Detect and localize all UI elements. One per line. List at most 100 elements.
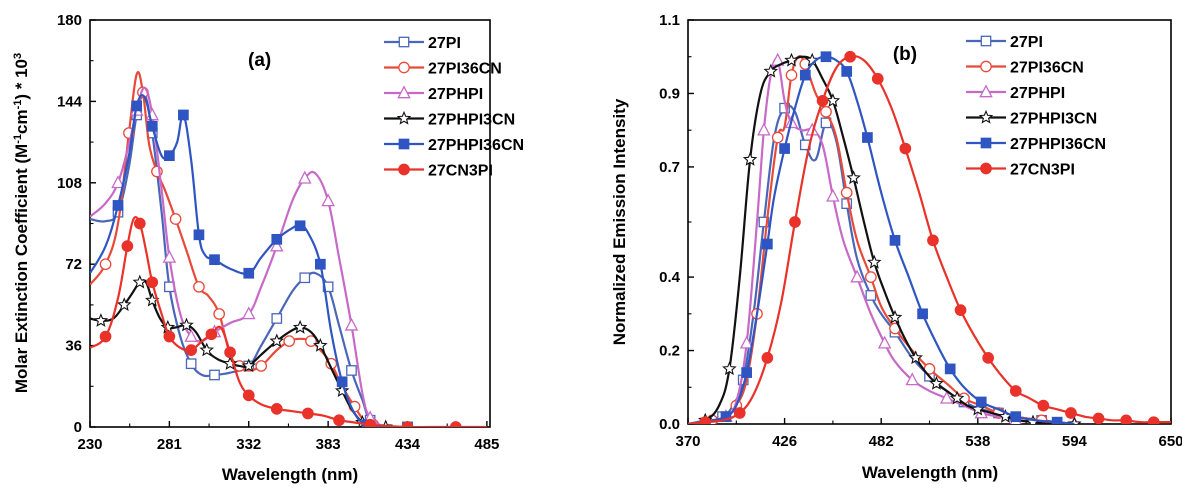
a-point-27cn3pi <box>449 421 462 427</box>
a-point-27cn3pi <box>185 344 198 356</box>
b-legend-label-27cn3pi: 27CN3PI <box>1010 162 1075 179</box>
a-point-27phpi36cn <box>243 267 255 279</box>
b-point-27phpi <box>757 122 771 136</box>
a-point-27phpi36cn <box>209 254 220 266</box>
a-point-27pi36cn <box>255 360 268 372</box>
a-point-27cn3pi <box>99 330 112 343</box>
a-point-27cn3pi <box>302 407 314 420</box>
b-point-27cn3pi <box>1120 414 1132 424</box>
a-point-27phpi3cn <box>269 333 285 348</box>
b-legend-marker-27pi36cn <box>980 60 992 73</box>
a-point-27phpi <box>162 249 177 263</box>
a-point-27pi <box>346 365 357 376</box>
a-point-27phpi36cn <box>193 229 205 241</box>
a-point-27pi <box>185 358 197 370</box>
a-point-27phpi36cn <box>178 109 189 121</box>
b-point-27cn3pi <box>1092 412 1105 424</box>
a-point-27cn3pi <box>333 414 345 427</box>
a-ytick-label: 108 <box>57 175 82 192</box>
b-point-27cn3pi <box>954 304 967 316</box>
b-point-27phpi36cn <box>841 66 853 77</box>
a-point-27phpi <box>269 238 284 252</box>
b-point-27pi <box>865 290 877 301</box>
a-xtick-label: 485 <box>474 436 499 453</box>
a-point-27cn3pi <box>242 389 255 402</box>
b-point-27phpi <box>877 335 892 349</box>
panel-b-label: (b) <box>893 44 917 65</box>
b-legend-marker-27cn3pi <box>980 162 992 175</box>
b-point-27cn3pi <box>899 142 912 155</box>
a-point-27phpi36cn <box>294 220 306 232</box>
a-point-27phpi <box>344 317 359 331</box>
b-point-27cn3pi <box>1009 385 1022 397</box>
b-point-27phpi3cn <box>1067 416 1082 424</box>
a-ytick-label: 0 <box>74 419 82 436</box>
b-series-line-27phpi <box>688 57 1075 424</box>
b-point-27phpi36cn <box>1051 416 1063 424</box>
a-point-27phpi36cn <box>112 200 124 211</box>
a-legend-marker-27cn3pi <box>398 163 410 176</box>
a-legend-label-27cn3pi: 27CN3PI <box>428 163 493 180</box>
b-ytick-label: 0.4 <box>659 269 681 286</box>
a-point-27phpi36cn <box>146 120 158 132</box>
panel-a-frame <box>89 19 491 428</box>
a-point-27phpi <box>321 193 335 207</box>
b-point-27phpi36cn <box>917 308 928 320</box>
a-point-27phpi3cn <box>93 313 109 327</box>
panel-a-series <box>90 71 487 427</box>
a-point-27phpi <box>184 328 198 342</box>
a-point-27phpi3cn <box>292 319 308 334</box>
b-point-27cn3pi <box>789 216 801 228</box>
b-point-27phpi36cn <box>762 238 773 250</box>
a-point-27pi <box>299 272 311 284</box>
b-legend-marker-27phpi <box>979 84 993 98</box>
a-legend-marker-27phpi3cn <box>396 110 412 125</box>
b-point-27phpi36cn <box>862 132 873 143</box>
b-point-27cn3pi <box>1037 399 1050 412</box>
a-point-27cn3pi <box>364 418 377 427</box>
b-point-27pi <box>841 198 853 209</box>
a-ytick-label: 72 <box>65 256 82 273</box>
a-point-27cn3pi <box>146 276 159 289</box>
b-point-27phpi <box>905 372 920 386</box>
b-ytick-label: 1.1 <box>659 12 680 29</box>
a-point-27phpi36cn <box>336 376 348 388</box>
a-point-27phpi36cn <box>315 258 326 270</box>
b-point-27phpi36cn <box>975 396 987 408</box>
b-point-27cn3pi <box>1147 416 1160 424</box>
a-point-27phpi <box>241 306 256 320</box>
a-point-27pi <box>209 369 220 381</box>
a-point-27pi36cn <box>283 335 296 347</box>
panel-b-chart: 370 426 482 538 594 650 0.0 0.2 0.4 0.7 0.9 1.1 27P… <box>610 12 1182 482</box>
b-point-27cn3pi <box>699 416 712 424</box>
b-point-27phpi3cn <box>742 151 758 166</box>
b-point-27pi36cn <box>785 69 798 81</box>
b-point-27phpi3cn <box>722 361 737 376</box>
a-point-27cn3pi <box>205 328 218 341</box>
panel-a-xlabel: Wavelength (nm) <box>222 465 358 484</box>
a-point-27cn3pi <box>163 330 176 343</box>
a-point-27phpi <box>298 170 312 184</box>
a-legend-label-27phpi: 27PHPI <box>428 86 483 103</box>
b-point-27phpi3cn <box>929 375 944 390</box>
panel-a-ticks: 230 281 332 383 434 485 0 36 72 108 144 180 <box>57 12 499 453</box>
panel-a-ylabel: Molar Extinction Coefficient (M-1cm-1) *… <box>12 53 31 393</box>
b-point-27cn3pi <box>1065 407 1077 419</box>
a-ytick-label: 36 <box>65 338 82 355</box>
b-ytick-label: 0.7 <box>659 159 680 176</box>
b-xtick-label: 482 <box>869 433 894 450</box>
a-legend-marker-27pi36cn <box>398 61 410 74</box>
a-point-27phpi3cn <box>199 342 214 357</box>
b-point-27phpi3cn <box>867 254 882 269</box>
b-legend-label-27phpi: 27PHPI <box>1010 85 1065 102</box>
b-point-27phpi3cn <box>908 350 923 365</box>
a-point-27phpi3cn <box>132 274 148 289</box>
a-point-27pi36cn <box>99 258 112 271</box>
b-legend-label-27pi36cn: 27PI36CN <box>1010 60 1084 77</box>
a-point-27pi <box>271 313 283 324</box>
b-point-27pi36cn <box>820 105 832 118</box>
b-legend-label-27pi: 27PI <box>1010 34 1043 51</box>
a-point-27cn3pi <box>133 217 146 230</box>
